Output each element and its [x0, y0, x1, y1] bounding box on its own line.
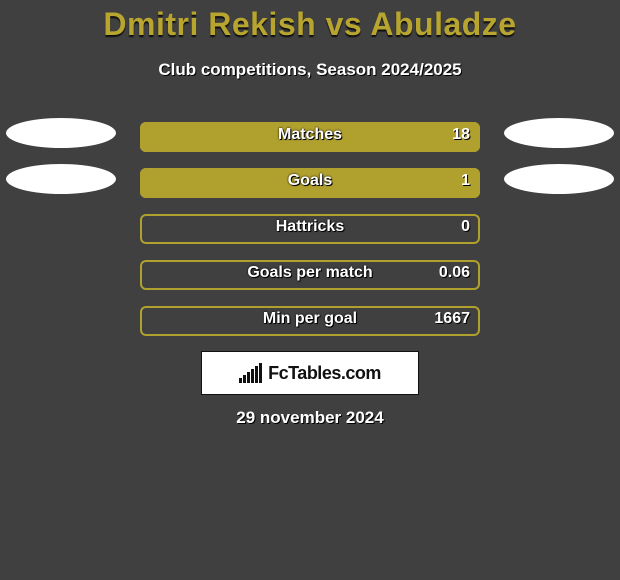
branding-text: FcTables.com	[268, 363, 381, 384]
right-player-ellipses	[504, 118, 614, 210]
page-title: Dmitri Rekish vs Abuladze Dmitri Rekish …	[0, 6, 620, 43]
stat-value: 18	[452, 126, 470, 144]
stat-row: Hattricks0	[140, 214, 480, 244]
left-player-ellipses	[6, 118, 116, 210]
stat-value: 1667	[434, 310, 470, 328]
stat-row: Matches18	[140, 122, 480, 152]
stat-value: 0.06	[439, 264, 470, 282]
player-ellipse	[504, 164, 614, 194]
player-ellipse	[6, 164, 116, 194]
stat-label: Hattricks	[140, 218, 480, 236]
branding-logo-icon	[239, 363, 262, 383]
stats-bars: Matches18 Goals1 Hattricks0 Goals per match…	[140, 122, 480, 352]
stat-label: Goals	[140, 172, 480, 190]
stat-label: Matches	[140, 126, 480, 144]
player-ellipse	[6, 118, 116, 148]
stat-row: Goals1	[140, 168, 480, 198]
player-ellipse	[504, 118, 614, 148]
footer-date: 29 november 2024	[0, 408, 620, 428]
branding-badge: FcTables.com	[201, 351, 419, 395]
stat-value: 1	[461, 172, 470, 190]
stat-label: Min per goal	[140, 310, 480, 328]
stat-value: 0	[461, 218, 470, 236]
title-text: Dmitri Rekish vs Abuladze	[103, 6, 516, 42]
comparison-card: Dmitri Rekish vs Abuladze Dmitri Rekish …	[0, 0, 620, 580]
subtitle: Club competitions, Season 2024/2025	[0, 60, 620, 80]
stat-label: Goals per match	[140, 264, 480, 282]
stat-row: Goals per match0.06	[140, 260, 480, 290]
stat-row: Min per goal1667	[140, 306, 480, 336]
